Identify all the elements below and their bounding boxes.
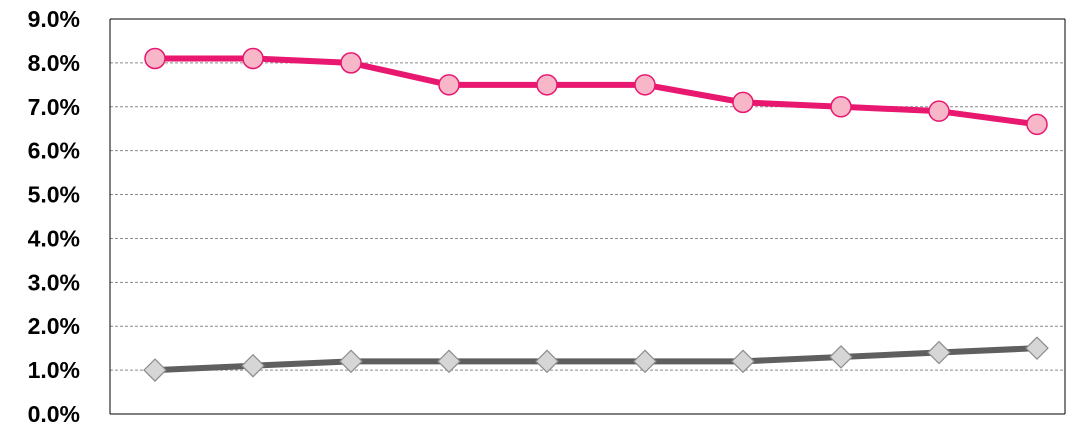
y-tick-label: 5.0% [28, 182, 80, 208]
y-tick-label: 6.0% [28, 138, 80, 164]
data-point [633, 349, 657, 374]
data-point [143, 358, 167, 382]
data-point [731, 349, 755, 374]
data-point [927, 340, 951, 365]
y-tick-label: 2.0% [28, 313, 80, 339]
data-point [437, 349, 461, 374]
data-point [438, 74, 460, 96]
data-point [339, 349, 363, 374]
data-point [634, 74, 656, 96]
axes [109, 18, 1066, 415]
data-point [1025, 336, 1049, 361]
y-axis-tick-labels: 0.0% 1.0% 2.0% 3.0% 4.0% 5.0% 6.0% 7.0% 8.0% 9.0% [28, 6, 80, 427]
y-tick-label: 1.0% [28, 357, 80, 383]
data-point [535, 349, 559, 374]
data-point [829, 345, 853, 369]
series-line-2 [152, 345, 1040, 374]
series-line-1 [152, 55, 1040, 128]
y-tick-label: 8.0% [28, 50, 80, 76]
y-tick-label: 4.0% [28, 225, 80, 251]
y-tick-label: 0.0% [28, 401, 80, 427]
series-lines [152, 55, 1040, 374]
data-point [144, 47, 166, 70]
data-point [928, 100, 950, 122]
data-point [732, 91, 754, 114]
data-point [830, 96, 852, 118]
data-point [241, 353, 265, 378]
data-point [1026, 113, 1048, 136]
series-markers [143, 47, 1049, 382]
y-tick-label: 3.0% [28, 269, 80, 295]
y-tick-label: 9.0% [28, 6, 80, 32]
data-point [242, 47, 264, 70]
data-point [536, 74, 558, 96]
data-point [340, 52, 362, 74]
y-tick-label: 7.0% [28, 94, 80, 120]
